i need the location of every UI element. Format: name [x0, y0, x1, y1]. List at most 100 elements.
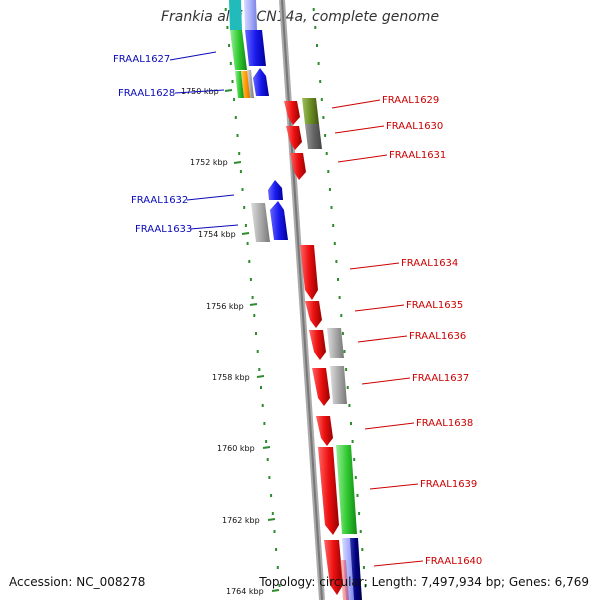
gene-block[interactable]	[305, 124, 322, 149]
track-dot	[273, 530, 276, 533]
gene-label-fraal1628[interactable]: FRAAL1628	[118, 88, 175, 99]
gene-block[interactable]	[230, 30, 247, 70]
leader-line	[337, 154, 388, 163]
gene-label-fraal1629[interactable]: FRAAL1629	[382, 95, 439, 106]
leader-line	[354, 304, 405, 312]
gene-label-fraal1636[interactable]: FRAAL1636	[409, 331, 466, 342]
track-dot	[364, 584, 367, 587]
accession-label: Accession:	[9, 575, 73, 589]
gene-label-fraal1632[interactable]: FRAAL1632	[131, 195, 188, 206]
topology-value: circular	[319, 575, 364, 589]
track-dot	[341, 332, 344, 335]
gene-arrow[interactable]	[318, 447, 339, 535]
track-dot	[228, 44, 231, 47]
track-dot	[256, 350, 259, 353]
leader-line	[186, 194, 235, 201]
track-dot	[330, 206, 333, 209]
track-dot	[229, 62, 232, 65]
gene-block[interactable]	[247, 70, 254, 98]
track-dot	[354, 476, 357, 479]
gene-arrow[interactable]	[270, 201, 288, 240]
track-dot	[333, 242, 336, 245]
tick-label: 1758 kbp	[212, 373, 250, 382]
genes-value: 6,769	[554, 575, 589, 589]
track-dot	[233, 98, 236, 101]
gene-label-fraal1633[interactable]: FRAAL1633	[135, 224, 192, 235]
tick-mark	[241, 232, 250, 235]
tick-label: 1760 kbp	[217, 444, 255, 453]
track-dot	[340, 314, 343, 317]
gene-arrow[interactable]	[305, 301, 322, 328]
gene-arrow[interactable]	[324, 540, 343, 595]
track-dot	[231, 80, 234, 83]
tick-label: 1752 kbp	[190, 158, 228, 167]
track-dot	[226, 26, 229, 29]
leader-line	[331, 99, 381, 109]
tick-mark	[224, 89, 233, 92]
track-dot	[324, 134, 327, 137]
track-dot	[239, 170, 242, 173]
track-dot	[251, 296, 254, 299]
gene-block[interactable]	[350, 538, 362, 600]
gene-block[interactable]	[245, 30, 266, 66]
gene-arrow[interactable]	[284, 101, 300, 125]
gene-label-fraal1631[interactable]: FRAAL1631	[389, 150, 446, 161]
gene-label-fraal1635[interactable]: FRAAL1635	[406, 300, 463, 311]
gene-label-fraal1634[interactable]: FRAAL1634	[401, 258, 458, 269]
gene-block[interactable]	[327, 328, 344, 358]
track-dot	[244, 224, 247, 227]
track-dot	[346, 386, 349, 389]
track-dot	[338, 296, 341, 299]
track-dot	[314, 26, 317, 29]
gene-label-fraal1627[interactable]: FRAAL1627	[113, 54, 170, 65]
gene-label-fraal1638[interactable]: FRAAL1638	[416, 418, 473, 429]
gene-block[interactable]	[340, 560, 349, 600]
track-dot	[275, 548, 278, 551]
genome-summary: Topology: circular; Length: 7,497,934 bp…	[259, 575, 589, 589]
gene-arrow[interactable]	[300, 245, 318, 300]
track-dot	[276, 566, 279, 569]
gene-arrow[interactable]	[309, 330, 326, 360]
genes-label: Genes:	[508, 575, 551, 589]
track-dot	[362, 566, 365, 569]
track-dot	[322, 116, 325, 119]
track-dot	[271, 512, 274, 515]
gene-arrow[interactable]	[290, 153, 306, 180]
gene-label-fraal1637[interactable]: FRAAL1637	[412, 373, 469, 384]
track-dot	[317, 62, 320, 65]
genome-backbone-core	[281, 0, 323, 600]
gene-block[interactable]	[251, 203, 270, 242]
track-dot	[353, 458, 356, 461]
length-label: Length:	[371, 575, 418, 589]
tick-mark	[256, 375, 265, 378]
leader-line	[349, 262, 400, 270]
leader-line	[361, 377, 411, 385]
leader-line	[364, 422, 415, 430]
track-dot	[266, 458, 269, 461]
track-dot	[278, 584, 281, 587]
track-dot	[236, 134, 239, 137]
track-dot	[337, 278, 339, 281]
gene-arrow[interactable]	[312, 368, 330, 406]
topology-label: Topology:	[259, 575, 316, 589]
gene-label-fraal1630[interactable]: FRAAL1630	[386, 121, 443, 132]
gene-block[interactable]	[302, 98, 319, 124]
gene-block[interactable]	[336, 445, 357, 534]
gene-block[interactable]	[330, 366, 347, 404]
gene-arrow[interactable]	[286, 126, 302, 150]
leader-line	[373, 560, 424, 567]
gene-block[interactable]	[229, 0, 242, 30]
track-dot	[320, 98, 323, 101]
gene-arrow[interactable]	[268, 180, 283, 200]
track-dot	[248, 260, 251, 263]
gene-arrow[interactable]	[253, 68, 269, 96]
gene-label-fraal1640[interactable]: FRAAL1640	[425, 556, 482, 567]
gene-label-fraal1639[interactable]: FRAAL1639	[420, 479, 477, 490]
leader-line	[369, 483, 419, 490]
gene-arrow[interactable]	[316, 416, 333, 446]
accession-value: NC_008278	[76, 575, 146, 589]
gene-block[interactable]	[244, 0, 257, 30]
leader-line	[357, 335, 408, 343]
track-dot	[253, 314, 256, 317]
